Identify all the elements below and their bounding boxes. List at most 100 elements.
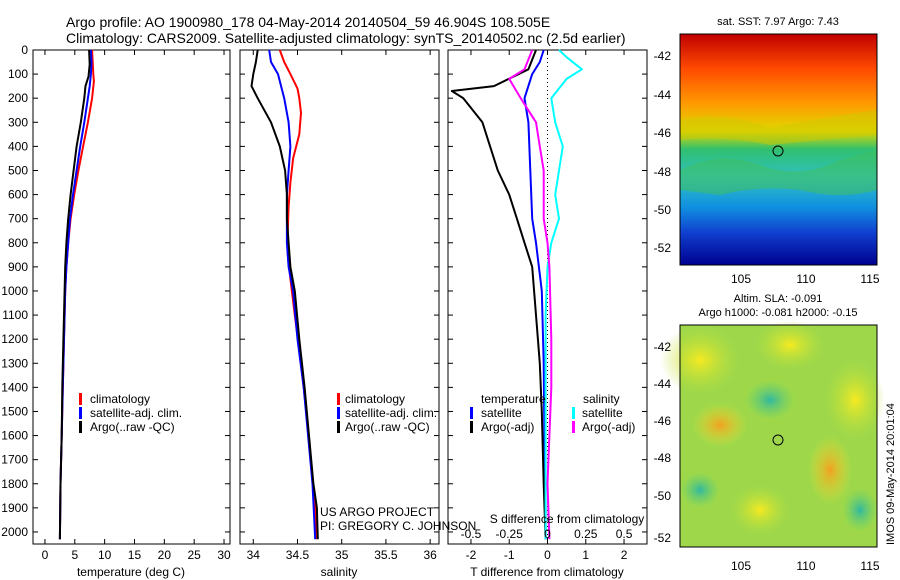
salinity-plot-frame xyxy=(239,49,440,545)
sla-anomaly-high xyxy=(755,320,825,370)
depth-tick-label: 600 xyxy=(8,188,28,202)
sst-xtick: 115 xyxy=(860,272,879,286)
legend-swatch-sal-satellite xyxy=(572,407,575,419)
depth-tick-label: 200 xyxy=(8,91,28,105)
sla-xtick: 105 xyxy=(731,559,751,573)
s-difference-tick-label: 0 xyxy=(544,527,551,541)
depth-tick-label: 1900 xyxy=(1,501,28,515)
salinity-axis-label: salinity xyxy=(321,565,358,579)
t-difference-axis-label: T difference from climatology xyxy=(470,565,624,579)
sst-front-band xyxy=(680,150,877,195)
sla-map: Altim. SLA: -0.091 Argo h1000: -0.081 h2… xyxy=(654,293,885,573)
legend-swatch-satellite xyxy=(79,407,82,419)
sla-map-title-line-2: Argo h1000: -0.081 h2000: -0.15 xyxy=(698,307,857,319)
legend-title-salinity: salinity xyxy=(583,392,620,406)
credit-project: US ARGO PROJECT xyxy=(320,505,435,519)
sla-ytick: -46 xyxy=(654,414,672,428)
series-line-satellite xyxy=(544,49,583,540)
s-difference-tick-label: 0.25 xyxy=(574,527,598,541)
argo-position-marker xyxy=(772,434,784,446)
depth-tick-label: 700 xyxy=(8,212,28,226)
x-tick-label: 5 xyxy=(71,548,78,562)
depth-tick-label: 1700 xyxy=(1,453,28,467)
sst-ytick: -50 xyxy=(654,203,672,217)
x-tick-label: -2 xyxy=(466,548,477,562)
sla-anomaly-very-high xyxy=(692,403,748,447)
temperature-axis-label: temperature (deg C) xyxy=(77,565,185,579)
legend-label-temp-argo: Argo(-adj) xyxy=(481,420,534,434)
legend-swatch-temp-argo xyxy=(470,421,473,433)
sla-anomaly-high xyxy=(660,325,740,395)
legend-swatch-temp-satellite xyxy=(470,407,473,419)
legend-swatch-satellite xyxy=(337,407,340,419)
x-tick-label: 15 xyxy=(128,548,142,562)
depth-tick-label: 1400 xyxy=(1,380,28,394)
sla-anomaly-low xyxy=(745,380,795,420)
sst-ytick: -42 xyxy=(654,49,672,63)
sla-ytick: -48 xyxy=(654,451,672,465)
x-tick-label: 36 xyxy=(423,548,437,562)
sla-ytick: -50 xyxy=(654,489,672,503)
sla-anomaly-high xyxy=(730,485,790,535)
x-tick-label: -1 xyxy=(504,548,515,562)
argo-position-marker xyxy=(772,145,784,157)
legend-swatch-climatology xyxy=(79,393,82,405)
series-line-satellite xyxy=(523,49,547,540)
s-difference-axis-label: S difference from climatology xyxy=(490,512,645,526)
sla-xtick: 115 xyxy=(860,559,879,573)
depth-tick-label: 400 xyxy=(8,139,28,153)
difference-legend: temperature salinity satellite Argo(-adj… xyxy=(470,392,635,434)
legend-swatch-climatology xyxy=(337,393,340,405)
legend-label-satellite: satellite-adj. clim. xyxy=(345,406,437,420)
s-difference-tick-label: -0.25 xyxy=(496,527,524,541)
legend-label-temp-satellite: satellite xyxy=(481,406,522,420)
salinity-profile-chart xyxy=(239,49,440,545)
x-tick-label: 0 xyxy=(42,548,49,562)
sst-warm-band xyxy=(680,110,877,145)
series-line-argo-adj- xyxy=(450,49,547,540)
legend-label-satellite: satellite-adj. clim. xyxy=(90,406,182,420)
x-tick-label: 25 xyxy=(188,548,202,562)
x-tick-label: 35 xyxy=(335,548,349,562)
sla-map-title-line-1: Altim. SLA: -0.091 xyxy=(734,293,823,305)
sst-map-image xyxy=(680,34,877,265)
x-tick-label: 2 xyxy=(621,548,628,562)
sst-map-frame xyxy=(679,33,878,266)
depth-tick-label: 1500 xyxy=(1,404,28,418)
sla-ytick: -42 xyxy=(654,340,672,354)
sla-xtick: 110 xyxy=(796,559,815,573)
depth-axis: 0 100 200 300 400 500 600 700 800 900 1000 1100 1200… xyxy=(1,43,647,539)
sst-xtick: 110 xyxy=(796,272,815,286)
series-line-argo-adj- xyxy=(508,49,553,540)
temperature-plot-frame xyxy=(32,49,231,545)
legend-label-sal-argo: Argo(-adj) xyxy=(582,420,635,434)
x-tick-label: 34.5 xyxy=(286,548,310,562)
legend-label-climatology: climatology xyxy=(90,392,150,406)
x-tick-label: 20 xyxy=(158,548,172,562)
sla-ytick: -44 xyxy=(654,377,672,391)
depth-tick-label: 1100 xyxy=(2,308,28,322)
sla-map-frame xyxy=(679,324,878,548)
legend-label-argo: Argo(..raw -QC) xyxy=(345,420,430,434)
profile-lines xyxy=(58,49,583,544)
depth-tick-label: 800 xyxy=(8,236,28,250)
imos-timestamp: IMOS 09-May-2014 20:01:04 xyxy=(885,403,897,545)
x-tick-label: 34 xyxy=(247,548,261,562)
series-line-argo-raw-qc- xyxy=(58,49,91,540)
temperature-legend: climatology satellite-adj. clim. Argo(..… xyxy=(79,392,182,434)
depth-tick-label: 900 xyxy=(8,260,28,274)
legend-title-temperature: temperature xyxy=(481,392,546,406)
series-line-argo-raw-qc- xyxy=(250,49,319,540)
sst-ytick: -46 xyxy=(654,126,672,140)
sla-ytick: -52 xyxy=(654,531,672,545)
depth-tick-label: 1300 xyxy=(1,356,28,370)
depth-tick-label: 1600 xyxy=(1,429,28,443)
sla-anomaly-very-high xyxy=(808,435,852,505)
temperature-profile-chart xyxy=(32,49,231,545)
salinity-legend: climatology satellite-adj. clim. Argo(..… xyxy=(337,392,437,434)
legend-swatch-sal-argo xyxy=(572,421,575,433)
depth-tick-label: 1800 xyxy=(1,477,28,491)
x-tick-label: 10 xyxy=(98,548,112,562)
depth-tick-label: 300 xyxy=(8,115,28,129)
